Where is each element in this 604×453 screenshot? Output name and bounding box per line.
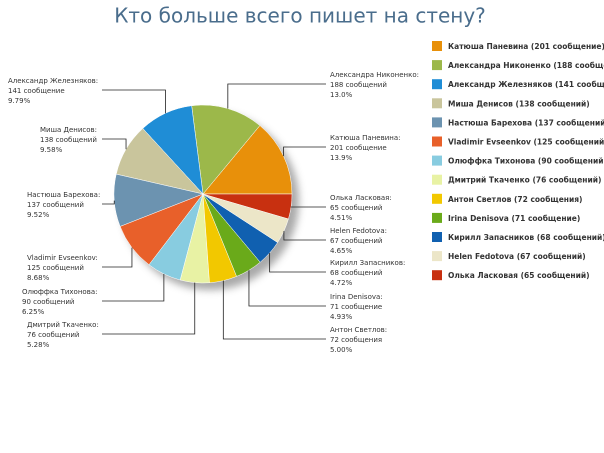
legend-label: Дмитрий Ткаченко (76 сообщений) xyxy=(448,176,601,185)
chart-title: Кто больше всего пишет на стену? xyxy=(114,4,486,28)
callout-line xyxy=(102,247,133,268)
legend-label: Олька Ласковая (65 сообщений) xyxy=(448,271,590,280)
callout-line xyxy=(269,253,326,273)
callout-label: 141 сообщение xyxy=(8,87,65,95)
callout-line xyxy=(102,282,196,335)
legend-label: Александр Железняков (141 сообщение) xyxy=(448,80,604,89)
legend-label: Олюффка Тихонова (90 сообщений) xyxy=(448,157,604,166)
legend-swatch xyxy=(432,212,442,223)
callout-line xyxy=(227,83,326,109)
callout-label: 4.93% xyxy=(330,313,353,321)
callout-label: 9.79% xyxy=(8,97,31,105)
callout-label: 5.00% xyxy=(330,346,353,354)
callout-line xyxy=(283,231,326,241)
legend-label: Александра Никоненко (188 сообщений) xyxy=(448,61,604,70)
callout-label: Helen Fedotova: xyxy=(330,227,387,235)
legend-label: Irina Denisova (71 сообщение) xyxy=(448,214,580,223)
callout-label: 13.9% xyxy=(330,154,353,162)
callout-label: 188 сообщений xyxy=(330,81,387,89)
legend-swatch xyxy=(432,270,442,281)
callout-label: 76 сообщений xyxy=(27,331,79,339)
callout-line xyxy=(222,280,326,340)
callout-label: Кирилл Запасников: xyxy=(330,259,405,267)
callout-line xyxy=(102,89,166,114)
legend-swatch xyxy=(432,41,442,51)
legend-label: Кирилл Запасников (68 сообщений) xyxy=(448,233,604,242)
legend-label: Миша Денисов (138 сообщений) xyxy=(448,99,590,108)
legend-swatch xyxy=(432,174,442,185)
callout-label: 72 сообщения xyxy=(330,336,382,344)
callout-label: 71 сообщение xyxy=(330,303,382,311)
legend-swatch xyxy=(432,251,442,262)
legend-swatch xyxy=(432,117,442,128)
legend-swatch xyxy=(432,155,442,166)
callout-label: 125 сообщений xyxy=(27,264,84,272)
legend-swatch xyxy=(432,232,442,242)
callout-label: 67 сообщений xyxy=(330,237,382,245)
legend-label: Helen Fedotova (67 сообщений) xyxy=(448,252,586,261)
callout-label: 90 сообщений xyxy=(22,298,74,306)
callout-label: Vladimir Evseenkov: xyxy=(27,254,98,262)
callout-label: Александр Железняков: xyxy=(8,77,98,85)
callout-line xyxy=(248,270,326,307)
legend-swatch xyxy=(432,79,442,90)
callout-label: Антон Светлов: xyxy=(330,326,387,334)
callout-label: Настюша Барехова: xyxy=(27,191,100,199)
callout-line xyxy=(102,273,165,302)
legend-swatch xyxy=(432,193,442,204)
legend-label: Антон Светлов (72 сообщения) xyxy=(448,195,583,204)
callout-label: 137 сообщений xyxy=(27,201,84,209)
callout-label: 4.65% xyxy=(330,247,353,255)
callout-label: 8.68% xyxy=(27,274,50,282)
legend-swatch xyxy=(432,98,442,109)
callout-label: Irina Denisova: xyxy=(330,293,383,301)
callout-label: 4.51% xyxy=(330,214,353,222)
callout-label: 9.52% xyxy=(27,211,50,219)
callout-line xyxy=(283,146,326,157)
legend-label: Катюша Паневина (201 сообщение) xyxy=(448,42,604,51)
callout-line xyxy=(102,200,115,205)
legend-swatch xyxy=(432,60,442,71)
callout-label: 65 сообщений xyxy=(330,204,382,212)
callout-label: 68 сообщений xyxy=(330,269,382,277)
callout-label: 9.58% xyxy=(40,146,63,154)
callout-label: Миша Денисов: xyxy=(40,126,97,134)
callout-label: 138 сообщений xyxy=(40,136,97,144)
callout-label: Олька Ласковая: xyxy=(330,194,392,202)
callout-label: 13.0% xyxy=(330,91,353,99)
callout-line xyxy=(102,138,127,150)
callout-label: 5.28% xyxy=(27,341,50,349)
callout-label: Олюффка Тихонова: xyxy=(22,288,97,296)
legend-label: Настюша Барехова (137 сообщений) xyxy=(448,118,604,127)
callout-label: 6.25% xyxy=(22,308,45,316)
legend-swatch xyxy=(432,136,442,147)
callout-label: Катюша Паневина: xyxy=(330,134,401,142)
legend-label: Vladimir Evseenkov (125 сообщений) xyxy=(448,138,604,147)
callout-label: 201 сообщение xyxy=(330,144,387,152)
callout-label: 4.72% xyxy=(330,279,353,287)
callout-label: Дмитрий Ткаченко: xyxy=(27,321,99,329)
callout-label: Александра Никоненко: xyxy=(330,71,419,79)
